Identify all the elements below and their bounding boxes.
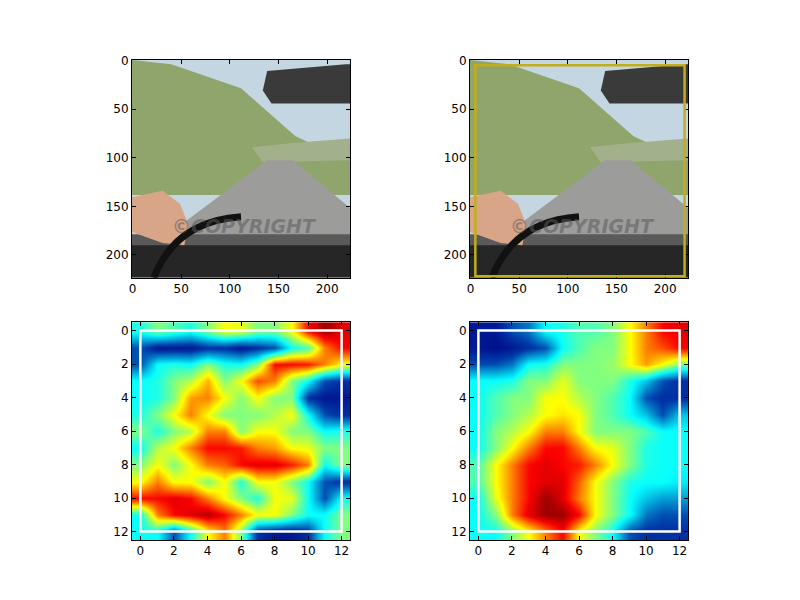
svg-text:100: 100 <box>106 151 129 165</box>
svg-text:50: 50 <box>113 102 128 116</box>
svg-text:150: 150 <box>444 200 467 214</box>
svg-text:©COPYRIGHT: ©COPYRIGHT <box>172 215 317 237</box>
svg-text:0: 0 <box>129 282 137 296</box>
svg-text:12: 12 <box>672 544 687 558</box>
svg-text:150: 150 <box>106 200 129 214</box>
svg-text:8: 8 <box>609 544 617 558</box>
svg-text:0: 0 <box>459 324 467 338</box>
svg-text:4: 4 <box>121 391 129 405</box>
svg-text:12: 12 <box>334 544 349 558</box>
svg-text:10: 10 <box>638 544 653 558</box>
svg-text:2: 2 <box>508 544 516 558</box>
svg-text:8: 8 <box>121 458 129 472</box>
svg-text:12: 12 <box>451 525 466 539</box>
svg-text:50: 50 <box>512 282 527 296</box>
svg-text:6: 6 <box>237 544 245 558</box>
svg-text:0: 0 <box>459 54 467 68</box>
svg-text:4: 4 <box>204 544 212 558</box>
svg-text:8: 8 <box>271 544 279 558</box>
svg-text:6: 6 <box>121 424 129 438</box>
svg-text:50: 50 <box>174 282 189 296</box>
svg-text:10: 10 <box>300 544 315 558</box>
svg-text:2: 2 <box>459 357 467 371</box>
svg-text:4: 4 <box>459 391 467 405</box>
svg-text:10: 10 <box>451 491 466 505</box>
svg-text:0: 0 <box>137 544 145 558</box>
svg-text:0: 0 <box>467 282 475 296</box>
svg-text:12: 12 <box>113 525 128 539</box>
svg-text:50: 50 <box>451 102 466 116</box>
svg-text:0: 0 <box>121 324 129 338</box>
svg-text:100: 100 <box>556 282 579 296</box>
svg-text:6: 6 <box>575 544 583 558</box>
svg-text:100: 100 <box>444 151 467 165</box>
svg-text:0: 0 <box>475 544 483 558</box>
svg-text:200: 200 <box>106 248 129 262</box>
svg-text:6: 6 <box>459 424 467 438</box>
svg-text:8: 8 <box>459 458 467 472</box>
svg-text:150: 150 <box>267 282 290 296</box>
svg-text:0: 0 <box>121 54 129 68</box>
svg-text:4: 4 <box>542 544 550 558</box>
svg-text:©COPYRIGHT: ©COPYRIGHT <box>510 215 655 237</box>
svg-text:10: 10 <box>113 491 128 505</box>
svg-text:2: 2 <box>121 357 129 371</box>
svg-text:200: 200 <box>316 282 339 296</box>
svg-text:150: 150 <box>605 282 628 296</box>
svg-text:200: 200 <box>444 248 467 262</box>
svg-text:200: 200 <box>654 282 677 296</box>
svg-text:100: 100 <box>218 282 241 296</box>
svg-text:2: 2 <box>170 544 178 558</box>
